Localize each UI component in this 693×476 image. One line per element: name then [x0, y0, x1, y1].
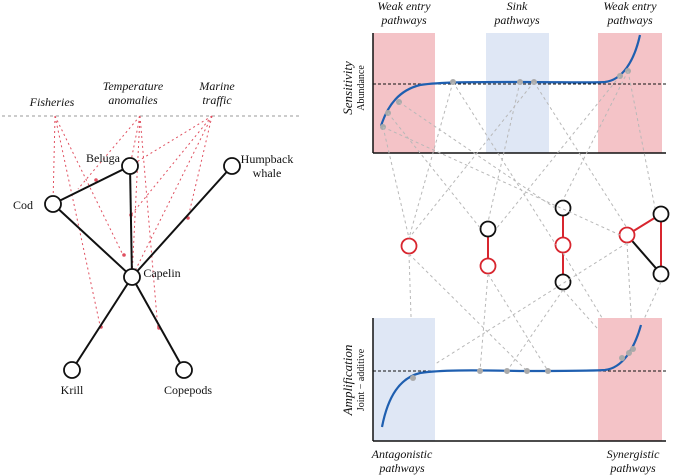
joint-additive-ylabel: Joint − additive — [356, 348, 367, 411]
pathway-connectors — [382, 70, 662, 379]
copepods-node — [175, 361, 193, 379]
cod-node — [44, 195, 62, 213]
weak-entry-left-line2: pathways — [380, 13, 427, 27]
amplification-curve — [380, 324, 643, 428]
weak-entry-right-line1: Weak entry — [603, 0, 657, 13]
motif3-top-node — [554, 199, 572, 217]
beluga-node — [121, 157, 139, 175]
marine-traffic-label-line1: Marine — [198, 79, 235, 93]
species-nodes — [44, 157, 241, 379]
synergistic-line1: Synergistic — [607, 447, 661, 461]
humpback-whale-node — [223, 157, 241, 175]
sensitivity-panel: Weak entry pathways Sink pathways Weak e… — [340, 0, 666, 154]
motif4-bottom-node — [652, 265, 670, 283]
sensitivity-ylabel: Sensitivity — [340, 61, 355, 115]
motif2-top-node — [479, 220, 497, 238]
temperature-label-line2: anomalies — [108, 93, 158, 107]
sink-zone — [486, 33, 549, 153]
food-web-network: Fisheries Temperature anomalies Marine t… — [2, 79, 300, 397]
stressor-links — [52, 115, 213, 331]
marine-traffic-label-line2: traffic — [202, 93, 232, 107]
abundance-ylabel: Abundance — [356, 65, 367, 111]
motif2-bottom-node — [479, 257, 497, 275]
amplification-points — [410, 346, 636, 381]
motif3-bottom-node — [554, 273, 572, 291]
amplification-ylabel: Amplification — [340, 345, 355, 417]
motif4-left-node — [618, 226, 636, 244]
krill-label: Krill — [61, 383, 84, 397]
motif-row — [400, 199, 670, 291]
sink-line1: Sink — [507, 0, 528, 13]
sink-line2: pathways — [493, 13, 540, 27]
capelin-node — [123, 268, 141, 286]
motif3-middle-node — [554, 236, 572, 254]
motif4-link-c — [626, 234, 662, 275]
weak-entry-zone-right — [598, 33, 662, 153]
humpback-label-line1: Humpback — [241, 152, 294, 166]
beluga-label: Beluga — [86, 151, 121, 165]
fisheries-label: Fisheries — [29, 95, 75, 109]
motif-single-node — [400, 237, 418, 255]
amplification-panel: Amplification Joint − additive Antagonis… — [340, 318, 666, 475]
copepods-label: Copepods — [164, 383, 212, 397]
motif4-top-node — [652, 205, 670, 223]
antagonistic-line2: pathways — [378, 461, 425, 475]
cod-label: Cod — [13, 198, 33, 212]
antagonistic-line1: Antagonistic — [371, 447, 433, 461]
krill-node — [63, 361, 81, 379]
capelin-label: Capelin — [143, 266, 180, 280]
humpback-label-line2: whale — [253, 166, 282, 180]
temperature-label-line1: Temperature — [103, 79, 164, 93]
weak-entry-right-line2: pathways — [606, 13, 653, 27]
trophic-links — [52, 165, 233, 371]
synergistic-zone — [598, 318, 662, 441]
weak-entry-left-line1: Weak entry — [377, 0, 431, 13]
synergistic-line2: pathways — [609, 461, 656, 475]
